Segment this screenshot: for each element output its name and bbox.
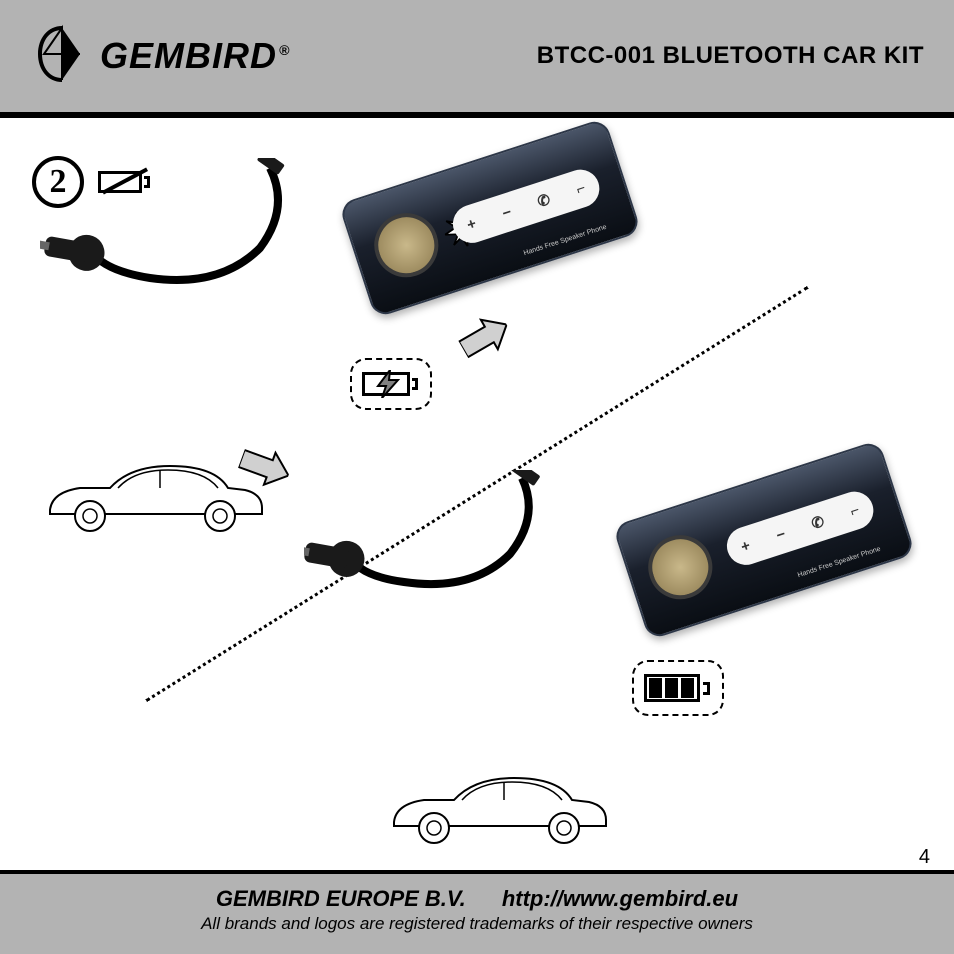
battery-charging-icon bbox=[350, 358, 432, 410]
volume-up-button: + bbox=[739, 537, 753, 556]
brand-name: GEMBIRD® bbox=[100, 35, 290, 77]
car-charger-cable-icon bbox=[304, 470, 544, 610]
volume-down-button: − bbox=[500, 203, 514, 222]
footer-url: http://www.gembird.eu bbox=[502, 886, 738, 911]
footer-company-line: GEMBIRD EUROPE B.V. http://www.gembird.e… bbox=[0, 886, 954, 912]
arrow-to-device-icon bbox=[454, 308, 516, 366]
device-subtext: Hands Free Speaker Phone bbox=[797, 546, 882, 579]
call-button: ✆ bbox=[809, 512, 827, 533]
car-charger-cable-icon bbox=[40, 158, 300, 308]
end-button: ⌐ bbox=[574, 179, 588, 198]
car-icon bbox=[40, 448, 270, 538]
page-number: 4 bbox=[919, 846, 930, 869]
battery-full-icon bbox=[632, 660, 724, 716]
volume-down-button: − bbox=[774, 525, 788, 544]
call-button: ✆ bbox=[535, 190, 553, 211]
diagram-area: 2 + − ✆ ⌐ bbox=[0, 118, 954, 870]
device-charged: + − ✆ ⌐ Hands Free Speaker Phone bbox=[612, 440, 915, 641]
device-charging: + − ✆ ⌐ Hands Free Speaker Phone bbox=[338, 118, 641, 319]
car-icon bbox=[384, 760, 614, 850]
footer-trademark: All brands and logos are registered trad… bbox=[0, 914, 954, 934]
device-subtext: Hands Free Speaker Phone bbox=[523, 224, 608, 257]
brand-logo: GEMBIRD® bbox=[30, 22, 290, 91]
end-button: ⌐ bbox=[848, 501, 862, 520]
lightning-bolt-icon bbox=[376, 370, 400, 398]
scene-charged: + − ✆ ⌐ Hands Free Speaker Phone bbox=[304, 470, 924, 850]
speaker-grille-icon bbox=[640, 527, 721, 608]
gembird-logo-icon bbox=[30, 22, 94, 91]
scene-charging: + − ✆ ⌐ Hands Free Speaker Phone bbox=[40, 158, 660, 518]
product-title: BTCC-001 BLUETOOTH CAR KIT bbox=[537, 42, 924, 70]
volume-up-button: + bbox=[465, 215, 479, 234]
registered-mark: ® bbox=[279, 42, 290, 58]
page-footer: 4 GEMBIRD EUROPE B.V. http://www.gembird… bbox=[0, 870, 954, 954]
page-header: GEMBIRD® BTCC-001 BLUETOOTH CAR KIT bbox=[0, 0, 954, 118]
footer-company: GEMBIRD EUROPE B.V. bbox=[216, 886, 466, 911]
speaker-grille-icon bbox=[366, 205, 447, 286]
